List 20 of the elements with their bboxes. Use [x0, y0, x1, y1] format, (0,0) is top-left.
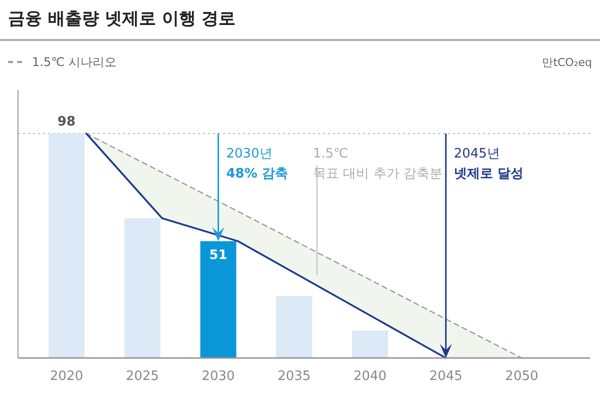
x-tick-label: 2035: [278, 369, 311, 384]
x-tick-label: 2045: [429, 369, 462, 384]
x-tick-label: 2025: [126, 369, 159, 384]
bar: [200, 241, 236, 358]
x-tick-label: 2020: [50, 369, 84, 384]
bar: [124, 218, 160, 358]
y-axis-title: 만tCO₂eq: [542, 56, 592, 69]
x-tick-label: 2040: [353, 369, 387, 384]
annotation: 1.5℃ 목표 대비 추가 감축분: [313, 146, 442, 182]
data-label: 98: [58, 114, 76, 130]
bar: [352, 330, 388, 358]
annotation: 2045년 넷제로 달성: [454, 146, 524, 182]
annotation: 2030년 48% 감축: [226, 146, 288, 182]
bar: [48, 134, 85, 358]
x-tick-label: 2030: [202, 369, 235, 384]
x-tick-label: 2050: [505, 369, 538, 384]
legend-label: 1.5℃ 시나리오: [32, 55, 116, 69]
bar: [276, 296, 312, 358]
chart-title: 금융 배출량 넷제로 이행 경로: [8, 9, 236, 29]
data-label: 51: [209, 248, 228, 264]
